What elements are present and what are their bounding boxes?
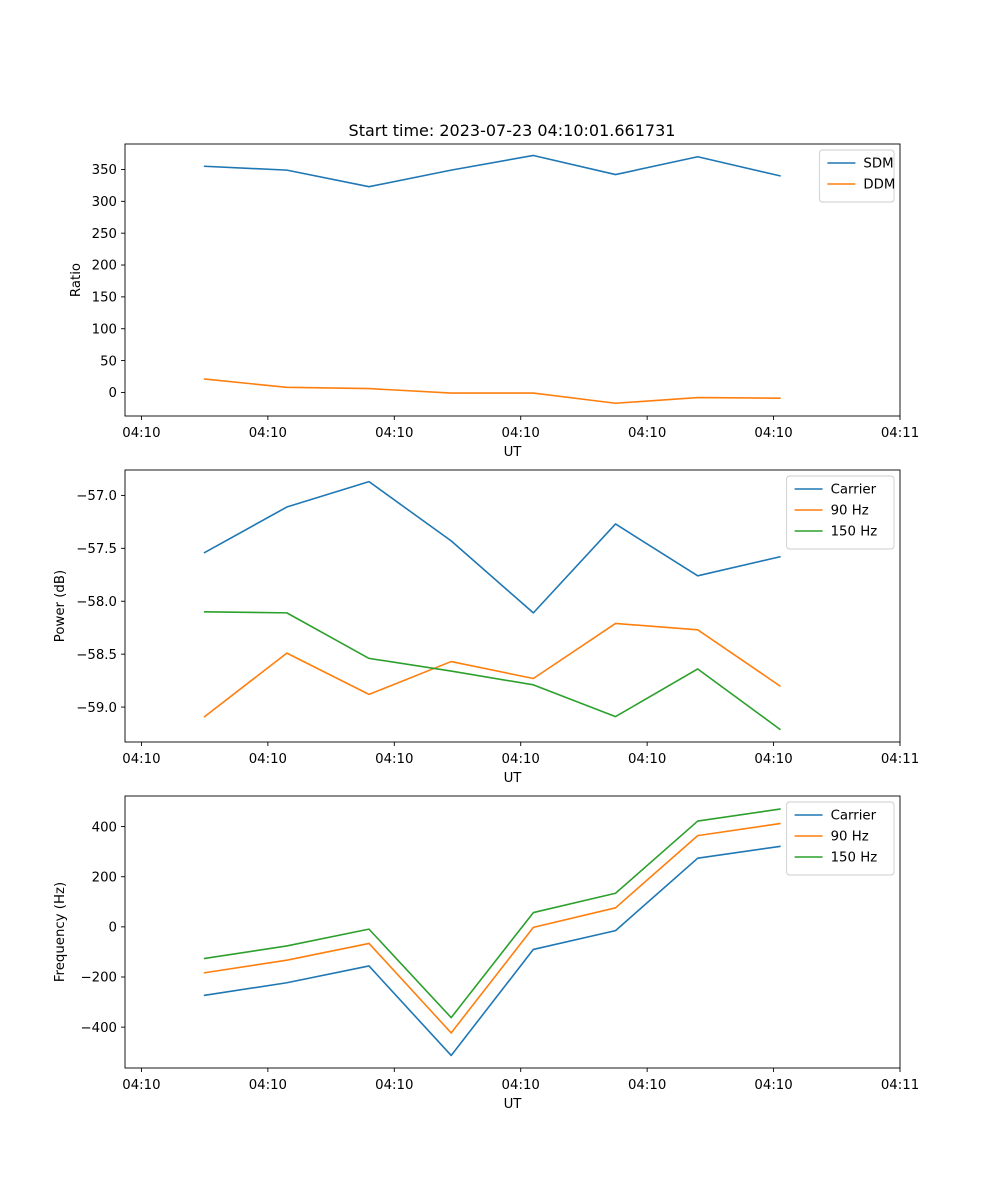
y-tick-label: 300 <box>92 195 117 210</box>
series-line-ddm <box>203 378 781 405</box>
y-tick-label: −58.0 <box>76 595 117 610</box>
y-tick-label: 200 <box>92 870 117 885</box>
power-panel: 04:10 04:10 04:10 04:10 04:10 04:10 04:11 −59.0… <box>53 469 919 786</box>
x-tick-label: 04:10 <box>375 426 413 441</box>
x-tick-label: 04:10 <box>754 426 792 441</box>
x-tick-label: 04:11 <box>881 752 919 767</box>
y-axis-label: Frequency (Hz) <box>53 882 68 982</box>
y-tick-label: 0 <box>109 921 117 936</box>
legend-label: 150 Hz <box>831 525 878 540</box>
series-line-90-hz <box>203 622 782 718</box>
x-tick-label: 04:10 <box>375 752 413 767</box>
legend-label: 90 Hz <box>831 504 869 519</box>
legend-label: Carrier <box>831 483 877 498</box>
y-tick-label: 400 <box>92 820 117 835</box>
y-tick-label: −57.0 <box>76 489 117 504</box>
y-tick-label: 150 <box>92 291 117 306</box>
panels: 04:10 04:10 04:10 04:10 04:10 04:10 04:11 0 50 10… <box>53 143 919 1112</box>
legend-label: DDM <box>863 178 895 193</box>
x-tick-label: 04:10 <box>628 1078 666 1093</box>
legend-label: Carrier <box>831 809 877 824</box>
y-tick-label: −58.5 <box>76 648 117 663</box>
x-tick-label: 04:10 <box>754 1078 792 1093</box>
x-tick-label: 04:10 <box>122 426 160 441</box>
x-tick-label: 04:10 <box>122 752 160 767</box>
series-line-carrier <box>203 480 781 614</box>
series-line-90-hz <box>203 822 781 1034</box>
series-line-sdm <box>203 154 781 188</box>
x-tick-label: 04:11 <box>881 1078 919 1093</box>
axes-frame <box>124 795 901 1069</box>
y-tick-label: 350 <box>92 163 117 178</box>
x-tick-label: 04:10 <box>628 426 666 441</box>
legend: Carrier 90 Hz 150 Hz <box>786 801 895 876</box>
series-line-150-hz <box>203 808 781 1019</box>
x-tick-label: 04:10 <box>502 752 540 767</box>
y-tick-label: −200 <box>80 971 117 986</box>
y-tick-label: 50 <box>100 354 117 369</box>
y-tick-label: −400 <box>80 1021 117 1036</box>
x-tick-label: 04:10 <box>375 1078 413 1093</box>
legend-label: 90 Hz <box>831 830 869 845</box>
x-axis-label: UT <box>504 771 523 786</box>
axes-frame <box>124 469 901 743</box>
legend-label: SDM <box>863 157 893 172</box>
y-tick-label: 250 <box>92 227 117 242</box>
x-axis-label: UT <box>504 1097 523 1112</box>
legend: Carrier 90 Hz 150 Hz <box>786 475 895 550</box>
series-line-carrier <box>203 845 781 1057</box>
ratio-panel: 04:10 04:10 04:10 04:10 04:10 04:10 04:11 0 50 10… <box>69 143 919 460</box>
y-axis-label: Ratio <box>69 263 84 297</box>
y-axis-label: Power (dB) <box>53 570 68 642</box>
y-tick-label: 0 <box>109 386 117 401</box>
x-tick-label: 04:10 <box>754 752 792 767</box>
x-tick-label: 04:10 <box>122 1078 160 1093</box>
legend: SDM DDM <box>818 149 895 203</box>
x-tick-label: 04:10 <box>502 1078 540 1093</box>
x-tick-label: 04:11 <box>881 426 919 441</box>
frequency-panel: 04:10 04:10 04:10 04:10 04:10 04:10 04:11 −400 −… <box>53 795 919 1112</box>
x-tick-label: 04:10 <box>249 426 287 441</box>
x-tick-label: 04:10 <box>249 1078 287 1093</box>
y-tick-label: −57.5 <box>76 542 117 557</box>
axes-frame <box>124 143 901 417</box>
x-tick-label: 04:10 <box>249 752 287 767</box>
series-line-150-hz <box>203 611 782 731</box>
x-tick-label: 04:10 <box>628 752 666 767</box>
y-tick-label: −59.0 <box>76 701 117 716</box>
figure-title: Start time: 2023-07-23 04:10:01.661731 <box>349 121 676 140</box>
x-tick-label: 04:10 <box>502 426 540 441</box>
legend-label: 150 Hz <box>831 851 878 866</box>
y-tick-label: 200 <box>92 259 117 274</box>
x-axis-label: UT <box>504 445 523 460</box>
y-tick-label: 100 <box>92 322 117 337</box>
